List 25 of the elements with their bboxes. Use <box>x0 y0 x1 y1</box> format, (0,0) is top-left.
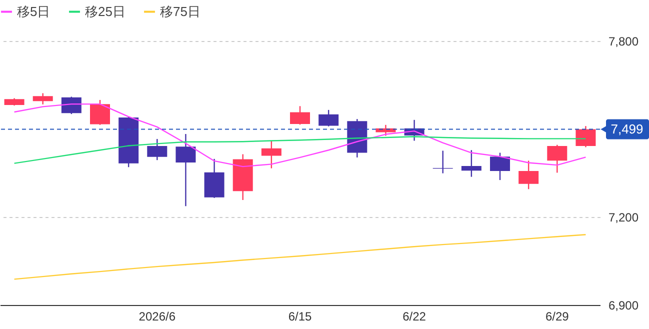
candlestick <box>147 138 168 161</box>
x-tick-label: 6/22 <box>402 310 426 324</box>
legend-label: 移5日 <box>17 4 50 19</box>
candlestick <box>61 96 82 115</box>
candlestick <box>518 160 539 190</box>
x-tick-label: 2026/6 <box>138 310 176 324</box>
x-tick-label: 6/15 <box>288 310 312 324</box>
candlestick <box>90 99 110 126</box>
ref-line-label: 7,499 <box>610 121 644 136</box>
y-tick-label: 7,200 <box>608 210 639 224</box>
candlestick <box>318 109 339 127</box>
candlestick <box>261 140 282 169</box>
y-tick-label: 6,900 <box>608 298 639 312</box>
candlestick <box>461 150 482 178</box>
x-tick-label: 6/29 <box>545 310 570 324</box>
candlestick <box>176 133 196 207</box>
line-series <box>14 234 586 280</box>
candlestick <box>490 152 510 181</box>
candlestick <box>32 92 53 105</box>
candlestick <box>547 144 568 174</box>
y-tick-label: 7,800 <box>608 34 639 48</box>
legend-label: 移25日 <box>85 4 126 19</box>
candlestick <box>576 125 596 148</box>
candlestick <box>290 106 310 126</box>
legend-label: 移75日 <box>160 4 200 19</box>
